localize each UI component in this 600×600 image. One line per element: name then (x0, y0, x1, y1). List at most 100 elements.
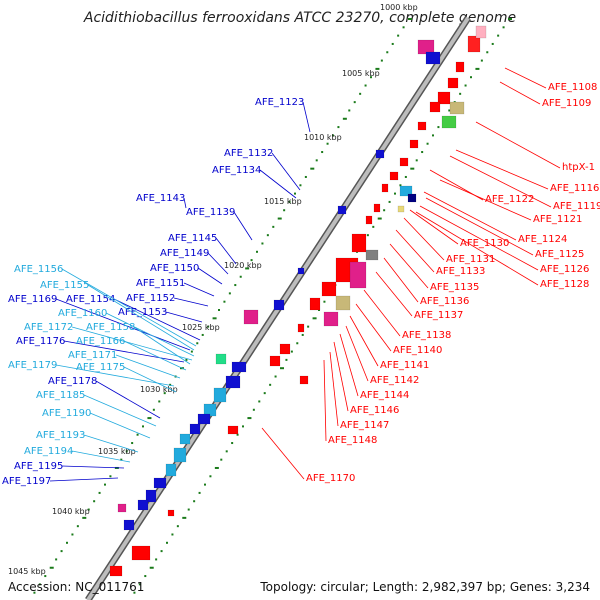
gene-feature (197, 413, 211, 425)
tick-mark (332, 134, 334, 137)
tick-mark (250, 259, 253, 262)
tick-mark (225, 450, 228, 453)
gene-label: AFE_1194 (24, 446, 73, 457)
tick-mark (136, 433, 139, 436)
tick-mark (87, 508, 90, 511)
tick-mark (301, 333, 304, 336)
gene-feature (131, 545, 151, 561)
callout-line (439, 179, 532, 221)
callout-line (259, 169, 297, 199)
tick-mark (196, 342, 199, 345)
tick-mark (307, 325, 310, 328)
gene-label: AFE_1130 (460, 238, 509, 249)
scale-label: 1025 kbp (182, 323, 220, 332)
callout-line (215, 237, 237, 265)
callout-line (207, 252, 229, 275)
gene-label: AFE_1133 (436, 266, 485, 277)
callout-line (475, 121, 561, 169)
gene-label: AFE_1179 (8, 360, 57, 371)
gene-feature (227, 425, 239, 435)
tick-mark (66, 541, 68, 544)
gene-feature (269, 355, 281, 367)
gene-feature (409, 139, 419, 149)
gene-label: AFE_1121 (533, 214, 582, 225)
tick-mark (228, 292, 231, 295)
callout-line (115, 354, 181, 379)
tick-mark (304, 175, 307, 178)
tick-mark (60, 550, 63, 553)
tick-mark (245, 267, 250, 270)
gene-label: AFE_1126 (540, 264, 589, 275)
gene-feature (137, 499, 149, 511)
gene-label: AFE_1158 (86, 322, 135, 333)
tick-mark (480, 59, 483, 62)
callout-line (63, 340, 185, 363)
gene-feature (189, 423, 201, 435)
callout-line (363, 289, 401, 337)
tick-mark (212, 317, 217, 320)
tick-mark (288, 200, 291, 203)
gene-feature (337, 205, 347, 215)
tick-mark (491, 42, 494, 45)
callout-line (339, 333, 359, 397)
gene-feature (375, 149, 385, 159)
tick-mark (508, 18, 512, 20)
tick-mark (426, 142, 429, 145)
gene-label: AFE_1140 (393, 345, 442, 356)
tick-mark (155, 558, 158, 561)
callout-line (123, 340, 187, 371)
gene-label: AFE_1124 (518, 234, 567, 245)
gene-label: AFE_1150 (150, 263, 199, 274)
gene-label: AFE_1185 (36, 390, 85, 401)
tick-mark (448, 109, 451, 112)
map-title: Acidithiobacillus ferrooxidans ATCC 2327… (83, 10, 516, 26)
tick-mark (193, 500, 196, 503)
tick-mark (269, 383, 272, 386)
tick-mark (152, 408, 155, 411)
callout-line (105, 312, 195, 357)
callout-line (89, 412, 151, 439)
tick-mark (408, 18, 412, 20)
gene-label: AFE_1193 (36, 430, 85, 441)
gene-label: AFE_1166 (76, 336, 125, 347)
callout-line (173, 297, 209, 307)
gene-label: AFE_1141 (380, 360, 429, 371)
gene-feature (213, 387, 227, 403)
gene-feature (145, 489, 157, 503)
gene-label: AFE_1146 (350, 405, 399, 416)
callout-line (197, 267, 223, 285)
callout-line (61, 268, 197, 347)
callout-line (409, 209, 459, 245)
gene-feature (381, 183, 389, 193)
gene-feature (475, 25, 487, 39)
tick-mark (160, 550, 163, 553)
tick-mark (201, 333, 204, 336)
tick-mark (337, 126, 340, 129)
gene-feature (429, 101, 441, 113)
scale-label: 1030 kbp (140, 385, 178, 394)
callout-line (83, 434, 139, 453)
gene-label: AFE_1143 (136, 193, 185, 204)
tick-mark (258, 400, 261, 403)
tick-mark (71, 533, 74, 536)
tick-mark (315, 159, 318, 162)
gene-label: AFE_1148 (328, 435, 377, 446)
callout-line (55, 298, 191, 351)
gene-label: AFE_1149 (160, 248, 209, 259)
gene-label: AFE_1152 (126, 293, 175, 304)
tick-mark (366, 234, 369, 237)
gene-feature (299, 375, 309, 385)
tick-mark (231, 442, 234, 445)
gene-label: AFE_1125 (535, 249, 584, 260)
callout-line (423, 191, 517, 241)
callout-line (395, 229, 435, 273)
callout-line (71, 450, 131, 463)
tick-mark (277, 217, 282, 220)
tick-mark (149, 566, 154, 569)
tick-mark (131, 442, 134, 445)
tick-mark (163, 392, 166, 395)
callout-line (123, 366, 177, 393)
callout-line (375, 271, 413, 317)
gene-label: AFE_1154 (66, 294, 115, 305)
tick-mark (171, 533, 174, 536)
